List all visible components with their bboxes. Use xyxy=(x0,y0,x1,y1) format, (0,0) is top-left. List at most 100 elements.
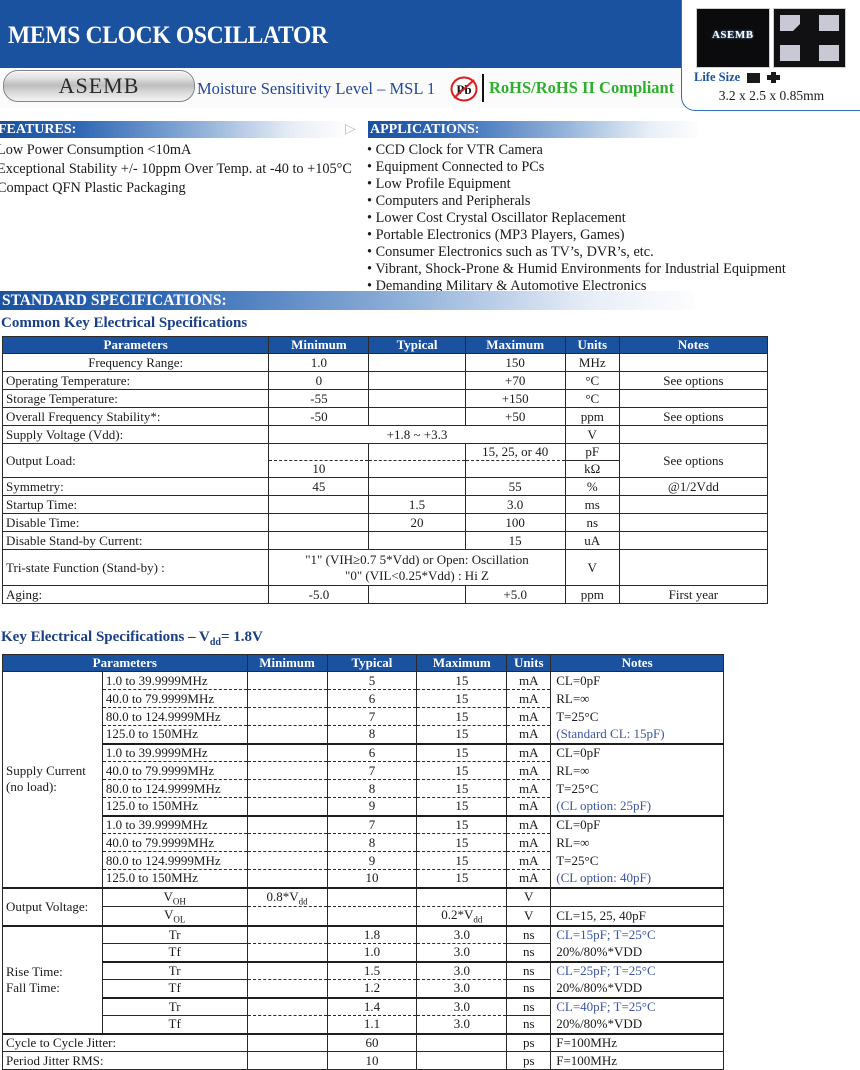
package-bottom-view-image xyxy=(772,8,846,68)
cell-units: mA xyxy=(506,869,552,889)
divider xyxy=(482,74,484,102)
supply-current-label-line1: Supply Current xyxy=(6,763,86,779)
param-output-voltage: Output Voltage: xyxy=(2,886,103,927)
cell-notes: RL=∞ xyxy=(550,761,724,780)
table-header-row: Parameters Minimum Typical Maximum Units… xyxy=(1,336,769,354)
table-row: 40.0 to 79.9999MHz 8 15 mA RL=∞ xyxy=(3,833,724,852)
param-startup-time: Startup Time: xyxy=(1,495,270,514)
cell-units: ppm xyxy=(564,407,620,426)
part-number-label: ASEMB xyxy=(58,73,140,98)
cell-units: mA xyxy=(506,851,552,870)
col-parameters: Parameters xyxy=(2,654,248,672)
application-item-2-label: Equipment Connected to PCs xyxy=(375,159,545,175)
cell-units: mA xyxy=(506,814,552,834)
cell-notes: CL=0pF xyxy=(550,814,724,834)
cell-notes: See options xyxy=(618,407,769,426)
rohs-compliance-label: RoHS/RoHS II Compliant xyxy=(489,78,675,97)
cell-typ: 9 xyxy=(326,851,418,870)
cell-notes: 20%/80%*VDD xyxy=(550,1015,724,1035)
cell-units: mA xyxy=(506,707,552,726)
features-heading-bar: FEATURES: xyxy=(0,121,345,138)
cell-frequency-range: 40.0 to 79.9999MHz xyxy=(101,761,248,780)
cell-min xyxy=(246,1015,328,1035)
table-row: Frequency Range: 1.0 150 MHz xyxy=(1,353,769,372)
package-images: ASEMB xyxy=(696,8,846,68)
cell-min: 0 xyxy=(268,371,370,390)
cell-symbol: Tf xyxy=(101,943,248,963)
pad-4 xyxy=(819,45,839,61)
application-item-1-label: CCD Clock for VTR Camera xyxy=(375,142,543,158)
col-parameters: Parameters xyxy=(1,336,270,354)
table-row: Period Jitter RMS: 10 ps F=100MHz xyxy=(2,1051,724,1070)
param-supply-current: Supply Current (no load): xyxy=(2,671,103,888)
cell-symbol-vol: VOL xyxy=(101,906,248,927)
table2-title: Key Electrical Specifications – Vdd= 1.8… xyxy=(1,629,263,648)
cell-notes xyxy=(550,886,724,908)
table-row: Storage Temperature: -55 +150 °C xyxy=(1,389,769,408)
cell-typ xyxy=(368,389,466,408)
cell-min xyxy=(246,761,328,780)
cell-units: V xyxy=(506,906,552,927)
param-symmetry: Symmetry: xyxy=(1,477,270,496)
table-row: Aging: -5.0 +5.0 ppm First year xyxy=(1,585,769,604)
cell-typ: 6 xyxy=(326,742,418,762)
table-row: Symmetry: 45 55 % @1/2Vdd xyxy=(1,477,769,496)
cell-units: mA xyxy=(506,779,552,798)
voh-sub: OH xyxy=(172,896,186,907)
cell-notes: F=100MHz xyxy=(550,1032,724,1053)
cell-symbol: Tr xyxy=(101,924,248,945)
cell-max: 0.2*Vdd xyxy=(416,906,508,927)
cell-min: 10 xyxy=(268,460,370,478)
cell-max: +50 xyxy=(464,407,566,426)
col-typical: Typical xyxy=(368,336,466,354)
table-row: Rise Time: Fall Time: Tr 1.8 3.0 ns CL=1… xyxy=(2,924,724,1035)
application-item-8-label: Vibrant, Shock-Prone & Humid Environment… xyxy=(375,261,786,277)
cell-units: uA xyxy=(564,531,620,550)
cell-min xyxy=(246,689,328,708)
cell-min xyxy=(246,1032,328,1053)
cell-units: ns xyxy=(506,960,552,981)
col-typical: Typical xyxy=(326,654,418,672)
table2-title-sub: dd xyxy=(209,637,221,648)
cell-min xyxy=(268,443,370,461)
voh-min: 0.8*V xyxy=(266,888,299,904)
cell-min xyxy=(246,924,328,945)
cell-units: V xyxy=(564,549,620,586)
cell-units: % xyxy=(564,477,620,496)
table-row: Operating Temperature: 0 +70 °C See opti… xyxy=(1,371,769,390)
triangle-bullet-icon: ▷ xyxy=(345,122,356,137)
param-frequency-range: Frequency Range: xyxy=(1,353,270,372)
cell-notes: 20%/80%*VDD xyxy=(550,943,724,963)
cell-frequency-range: 40.0 to 79.9999MHz xyxy=(101,833,248,852)
cell-typ: 1.8 xyxy=(326,924,418,945)
key-electrical-specs-table: Parameters Minimum Typical Maximum Units… xyxy=(2,654,724,1070)
cell-notes xyxy=(618,353,769,372)
cell-units: mA xyxy=(506,761,552,780)
cell-typ xyxy=(368,477,466,496)
cell-notes xyxy=(618,513,769,532)
common-key-electrical-specs-table: Parameters Minimum Typical Maximum Units… xyxy=(1,336,769,604)
application-item-4: • Computers and Peripherals xyxy=(367,193,531,209)
cell-units: V xyxy=(506,886,552,908)
cell-notes xyxy=(618,549,769,586)
cell-max: 3.0 xyxy=(416,979,508,999)
cell-min xyxy=(246,906,328,927)
application-item-2: • Equipment Connected to PCs xyxy=(367,159,545,175)
col-units: Units xyxy=(506,654,552,672)
cell-symbol: Tr xyxy=(101,960,248,981)
cell-units: ns xyxy=(506,979,552,999)
cell-max: 15 xyxy=(464,531,566,550)
package-square-icon xyxy=(747,72,761,83)
cell-frequency-range: 80.0 to 124.9999MHz xyxy=(101,851,248,870)
table-row: Disable Time: 20 100 ns xyxy=(1,513,769,532)
cell-max: 15 xyxy=(416,814,508,834)
table-row: 125.0 to 150MHz 9 15 mA (CL option: 25pF… xyxy=(3,797,724,817)
supply-current-label-line2: (no load): xyxy=(6,779,57,795)
cell-max xyxy=(416,1032,508,1053)
col-units: Units xyxy=(564,336,620,354)
package-top-view-image: ASEMB xyxy=(696,8,770,68)
cell-max xyxy=(464,460,566,478)
cell-typ xyxy=(326,886,418,908)
cell-typ: 8 xyxy=(326,833,418,852)
col-minimum: Minimum xyxy=(246,654,328,672)
